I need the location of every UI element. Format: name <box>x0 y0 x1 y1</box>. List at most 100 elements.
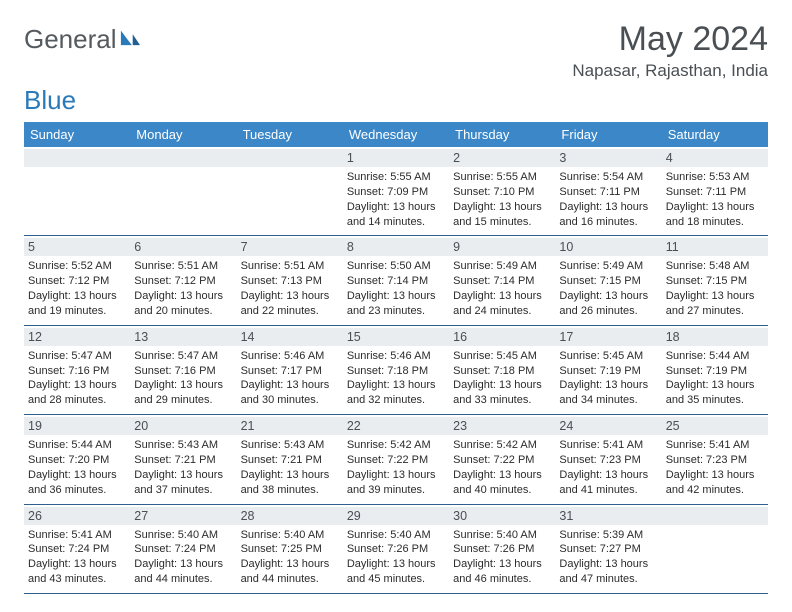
weekday-fri: Friday <box>555 122 661 147</box>
sail-icon <box>119 27 141 52</box>
weekday-wed: Wednesday <box>343 122 449 147</box>
header: General May 2024 Napasar, Rajasthan, Ind… <box>24 20 768 81</box>
day-number: 16 <box>449 328 555 346</box>
calendar-cell <box>24 147 130 236</box>
day-number: 2 <box>449 149 555 167</box>
weekday-sat: Saturday <box>662 122 768 147</box>
month-title: May 2024 <box>572 20 768 59</box>
calendar-cell: 23Sunrise: 5:42 AMSunset: 7:22 PMDayligh… <box>449 415 555 504</box>
weekday-header: Sunday Monday Tuesday Wednesday Thursday… <box>24 122 768 147</box>
day-times: Sunrise: 5:51 AMSunset: 7:13 PMDaylight:… <box>241 259 339 318</box>
day-number: 19 <box>24 417 130 435</box>
day-times: Sunrise: 5:51 AMSunset: 7:12 PMDaylight:… <box>134 259 232 318</box>
day-times: Sunrise: 5:49 AMSunset: 7:15 PMDaylight:… <box>559 259 657 318</box>
day-number: 28 <box>237 507 343 525</box>
calendar-cell: 20 Sunrise: 5:43 AMSunset: 7:21 PMDayligh… <box>130 415 236 504</box>
day-times: Sunrise: 5:44 AMSunset: 7:19 PMDaylight:… <box>666 349 764 408</box>
day-times: Sunrise: 5:40 AMSunset: 7:25 PMDaylight:… <box>241 528 339 587</box>
day-number: 8 <box>343 238 449 256</box>
calendar-cell: 26 Sunrise: 5:41 AMSunset: 7:24 PMDayligh… <box>24 505 130 594</box>
day-times: Sunrise: 5:55 AMSunset: 7:09 PMDaylight:… <box>347 170 445 229</box>
calendar-cell: 22 Sunrise: 5:42 AMSunset: 7:22 PMDayligh… <box>343 415 449 504</box>
calendar-cell <box>130 147 236 236</box>
day-number-empty <box>662 507 768 525</box>
calendar-cell: 24 Sunrise: 5:41 AMSunset: 7:23 PMDayligh… <box>555 415 661 504</box>
day-number: 4 <box>662 149 768 167</box>
weekday-sun: Sunday <box>24 122 130 147</box>
day-times: Sunrise: 5:42 AMSunset: 7:22 PMDaylight:… <box>453 438 551 497</box>
day-times: Sunrise: 5:53 AMSunset: 7:11 PMDaylight:… <box>666 170 764 229</box>
calendar-cell <box>662 505 768 594</box>
day-number: 29 <box>343 507 449 525</box>
calendar-cell: 5 Sunrise: 5:52 AMSunset: 7:12 PMDaylight… <box>24 236 130 325</box>
day-number: 6 <box>130 238 236 256</box>
logo-text: General <box>24 24 117 55</box>
day-number: 17 <box>555 328 661 346</box>
day-times: Sunrise: 5:43 AMSunset: 7:21 PMDaylight:… <box>134 438 232 497</box>
logo: General <box>24 24 141 55</box>
day-times: Sunrise: 5:44 AMSunset: 7:20 PMDaylight:… <box>28 438 126 497</box>
day-number: 10 <box>555 238 661 256</box>
day-number: 9 <box>449 238 555 256</box>
day-number: 11 <box>662 238 768 256</box>
calendar-cell: 25 Sunrise: 5:41 AMSunset: 7:23 PMDayligh… <box>662 415 768 504</box>
weekday-thu: Thursday <box>449 122 555 147</box>
day-number: 18 <box>662 328 768 346</box>
day-times: Sunrise: 5:41 AMSunset: 7:23 PMDaylight:… <box>559 438 657 497</box>
calendar-cell: 6 Sunrise: 5:51 AMSunset: 7:12 PMDaylight… <box>130 236 236 325</box>
calendar-cell: 31Sunrise: 5:39 AMSunset: 7:27 PMDayligh… <box>555 505 661 594</box>
logo-line2: Blue <box>24 85 768 116</box>
calendar-cell: 12Sunrise: 5:47 AMSunset: 7:16 PMDayligh… <box>24 326 130 415</box>
day-number: 21 <box>237 417 343 435</box>
calendar-cell: 27 Sunrise: 5:40 AMSunset: 7:24 PMDayligh… <box>130 505 236 594</box>
location: Napasar, Rajasthan, India <box>572 61 768 81</box>
calendar-cell: 7 Sunrise: 5:51 AMSunset: 7:13 PMDaylight… <box>237 236 343 325</box>
day-times: Sunrise: 5:46 AMSunset: 7:17 PMDaylight:… <box>241 349 339 408</box>
calendar-cell: 18 Sunrise: 5:44 AMSunset: 7:19 PMDayligh… <box>662 326 768 415</box>
calendar-cell: 8 Sunrise: 5:50 AMSunset: 7:14 PMDaylight… <box>343 236 449 325</box>
calendar-cell: 16 Sunrise: 5:45 AMSunset: 7:18 PMDayligh… <box>449 326 555 415</box>
day-times: Sunrise: 5:43 AMSunset: 7:21 PMDaylight:… <box>241 438 339 497</box>
day-times: Sunrise: 5:40 AMSunset: 7:24 PMDaylight:… <box>134 528 232 587</box>
day-times: Sunrise: 5:40 AMSunset: 7:26 PMDaylight:… <box>453 528 551 587</box>
day-number: 20 <box>130 417 236 435</box>
day-times: Sunrise: 5:45 AMSunset: 7:18 PMDaylight:… <box>453 349 551 408</box>
day-number: 5 <box>24 238 130 256</box>
calendar-cell: 1 Sunrise: 5:55 AMSunset: 7:09 PMDaylight… <box>343 147 449 236</box>
day-times: Sunrise: 5:55 AMSunset: 7:10 PMDaylight:… <box>453 170 551 229</box>
calendar-cell: 28 Sunrise: 5:40 AMSunset: 7:25 PMDayligh… <box>237 505 343 594</box>
weekday-mon: Monday <box>130 122 236 147</box>
calendar-cell: 30Sunrise: 5:40 AMSunset: 7:26 PMDayligh… <box>449 505 555 594</box>
day-times: Sunrise: 5:40 AMSunset: 7:26 PMDaylight:… <box>347 528 445 587</box>
day-times: Sunrise: 5:47 AMSunset: 7:16 PMDaylight:… <box>28 349 126 408</box>
day-number-empty <box>24 149 130 167</box>
weekday-tue: Tuesday <box>237 122 343 147</box>
day-number: 1 <box>343 149 449 167</box>
day-times: Sunrise: 5:41 AMSunset: 7:24 PMDaylight:… <box>28 528 126 587</box>
calendar-cell: 13Sunrise: 5:47 AMSunset: 7:16 PMDayligh… <box>130 326 236 415</box>
day-times: Sunrise: 5:52 AMSunset: 7:12 PMDaylight:… <box>28 259 126 318</box>
calendar-cell: 21 Sunrise: 5:43 AMSunset: 7:21 PMDayligh… <box>237 415 343 504</box>
day-number: 3 <box>555 149 661 167</box>
day-number-empty <box>130 149 236 167</box>
calendar-cell: 11Sunrise: 5:48 AMSunset: 7:15 PMDayligh… <box>662 236 768 325</box>
calendar-cell: 29 Sunrise: 5:40 AMSunset: 7:26 PMDayligh… <box>343 505 449 594</box>
day-times: Sunrise: 5:50 AMSunset: 7:14 PMDaylight:… <box>347 259 445 318</box>
day-number: 22 <box>343 417 449 435</box>
day-number: 24 <box>555 417 661 435</box>
calendar-cell <box>237 147 343 236</box>
calendar-cell: 14 Sunrise: 5:46 AMSunset: 7:17 PMDayligh… <box>237 326 343 415</box>
day-number: 13 <box>130 328 236 346</box>
day-number: 31 <box>555 507 661 525</box>
day-times: Sunrise: 5:46 AMSunset: 7:18 PMDaylight:… <box>347 349 445 408</box>
day-times: Sunrise: 5:49 AMSunset: 7:14 PMDaylight:… <box>453 259 551 318</box>
day-times: Sunrise: 5:42 AMSunset: 7:22 PMDaylight:… <box>347 438 445 497</box>
day-number: 25 <box>662 417 768 435</box>
day-times: Sunrise: 5:41 AMSunset: 7:23 PMDaylight:… <box>666 438 764 497</box>
day-number: 27 <box>130 507 236 525</box>
day-number: 14 <box>237 328 343 346</box>
title-block: May 2024 Napasar, Rajasthan, India <box>572 20 768 81</box>
day-number: 26 <box>24 507 130 525</box>
day-number: 7 <box>237 238 343 256</box>
day-number: 15 <box>343 328 449 346</box>
